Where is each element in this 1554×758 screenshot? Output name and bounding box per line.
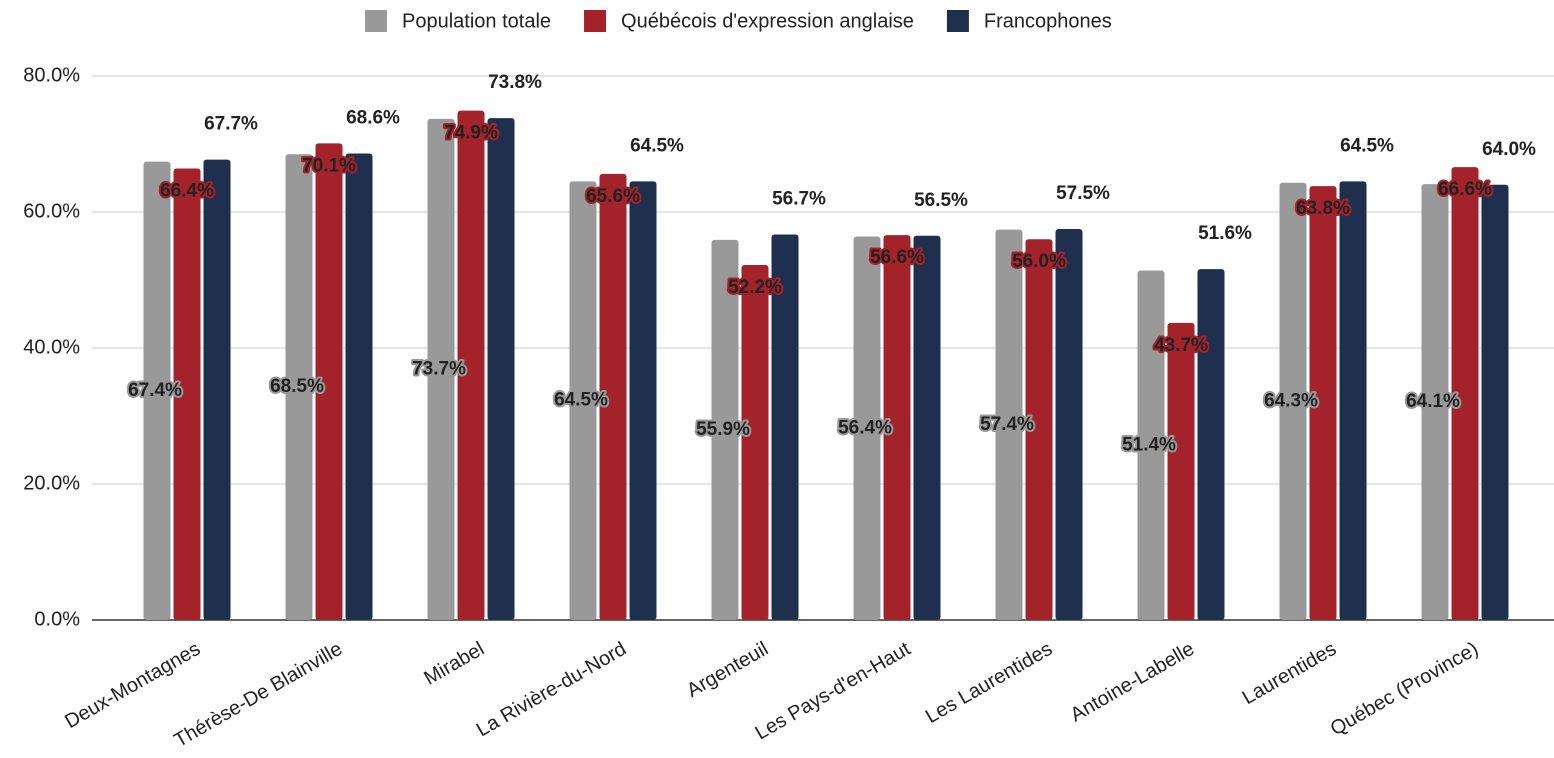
value-label: 64.5% bbox=[630, 135, 684, 156]
bar bbox=[1055, 229, 1083, 620]
bar bbox=[1421, 184, 1449, 620]
legend-label: Population totale bbox=[402, 10, 551, 32]
x-tick-label: Antoine-Labelle bbox=[1067, 638, 1198, 727]
x-tick-label: Mirabel bbox=[420, 638, 488, 690]
bar bbox=[771, 234, 799, 620]
x-tick-group: Les Laurentides bbox=[922, 638, 1056, 728]
bar bbox=[741, 265, 769, 620]
x-tick-group: Argenteuil bbox=[683, 638, 772, 702]
legend-label: Québécois d'expression anglaise bbox=[621, 10, 914, 32]
bar bbox=[883, 235, 911, 620]
value-label: 63.8% bbox=[1296, 198, 1350, 219]
x-tick-group: La Rivière-du-Nord bbox=[473, 638, 630, 742]
legend-swatch bbox=[584, 10, 607, 32]
value-label: 56.0% bbox=[1012, 251, 1066, 272]
x-tick-label: Argenteuil bbox=[683, 638, 772, 702]
x-tick-group: Les Pays-d'en-Haut bbox=[752, 638, 915, 745]
bar bbox=[1339, 181, 1367, 620]
value-label: 56.6% bbox=[870, 247, 924, 268]
x-tick-group: Antoine-Labelle bbox=[1067, 638, 1198, 727]
bar bbox=[853, 236, 881, 621]
value-label: 64.5% bbox=[1340, 135, 1394, 156]
value-label: 73.8% bbox=[488, 72, 542, 93]
value-label: 57.5% bbox=[1056, 183, 1110, 204]
legend-swatch bbox=[365, 10, 387, 32]
value-label: 68.5% bbox=[270, 376, 324, 397]
x-tick-label: Deux-Montagnes bbox=[61, 638, 204, 733]
bar bbox=[629, 181, 657, 620]
value-label: 51.4% bbox=[1122, 434, 1176, 455]
value-label: 56.7% bbox=[772, 188, 826, 209]
value-label: 67.7% bbox=[204, 114, 258, 135]
value-label: 66.6% bbox=[1438, 179, 1492, 200]
y-tick-label: 60.0% bbox=[23, 200, 80, 222]
value-label: 68.6% bbox=[346, 108, 400, 129]
bar bbox=[173, 168, 201, 621]
bar bbox=[995, 229, 1023, 620]
bar bbox=[569, 181, 597, 620]
x-tick-group: Laurentides bbox=[1239, 638, 1341, 709]
x-tick-group: Mirabel bbox=[420, 638, 488, 690]
value-label: 52.2% bbox=[728, 277, 782, 298]
x-tick-group: Québec (Province) bbox=[1327, 638, 1482, 740]
bar bbox=[1167, 322, 1195, 620]
value-label: 51.6% bbox=[1198, 223, 1252, 244]
y-tick-label: 20.0% bbox=[23, 472, 80, 494]
value-label: 65.6% bbox=[586, 186, 640, 207]
y-tick-label: 0.0% bbox=[34, 608, 80, 630]
y-tick-label: 40.0% bbox=[23, 336, 80, 358]
x-tick-label: Les Pays-d'en-Haut bbox=[752, 638, 915, 745]
x-tick-label: La Rivière-du-Nord bbox=[473, 638, 630, 742]
value-label: 64.3% bbox=[1264, 390, 1318, 411]
bar bbox=[599, 173, 627, 621]
legend-label: Francophones bbox=[984, 10, 1112, 32]
bar bbox=[487, 118, 515, 620]
bar bbox=[913, 235, 941, 621]
bar bbox=[1025, 239, 1053, 620]
bar bbox=[345, 153, 373, 620]
bar bbox=[1309, 186, 1337, 620]
value-label: 64.5% bbox=[554, 390, 608, 411]
value-label: 67.4% bbox=[128, 380, 182, 401]
x-tick-label: Laurentides bbox=[1239, 638, 1341, 709]
bar bbox=[285, 154, 313, 620]
x-tick-label: Québec (Province) bbox=[1327, 638, 1482, 740]
bar bbox=[1481, 184, 1509, 621]
bar bbox=[1197, 269, 1225, 620]
bar bbox=[457, 110, 485, 621]
value-label: 64.0% bbox=[1482, 139, 1536, 160]
bar bbox=[203, 159, 231, 620]
bar bbox=[427, 118, 455, 620]
value-label: 57.4% bbox=[980, 414, 1034, 435]
bar bbox=[1137, 270, 1165, 620]
value-label: 64.1% bbox=[1406, 391, 1460, 412]
value-label: 43.7% bbox=[1154, 335, 1208, 356]
legend-swatch bbox=[946, 10, 969, 32]
bar bbox=[143, 161, 171, 620]
value-label: 56.5% bbox=[914, 190, 968, 211]
bar bbox=[1451, 167, 1479, 620]
x-tick-label: Les Laurentides bbox=[922, 638, 1056, 728]
value-label: 66.4% bbox=[160, 180, 214, 201]
value-label: 70.1% bbox=[302, 155, 356, 176]
bar bbox=[711, 239, 739, 620]
value-label: 73.7% bbox=[412, 358, 466, 379]
value-label: 56.4% bbox=[838, 417, 892, 438]
value-label: 74.9% bbox=[444, 123, 498, 144]
y-tick-label: 80.0% bbox=[23, 64, 80, 86]
x-tick-group: Deux-Montagnes bbox=[61, 638, 204, 733]
bar bbox=[1279, 182, 1307, 620]
value-label: 55.9% bbox=[696, 419, 750, 440]
bar bbox=[315, 143, 343, 620]
